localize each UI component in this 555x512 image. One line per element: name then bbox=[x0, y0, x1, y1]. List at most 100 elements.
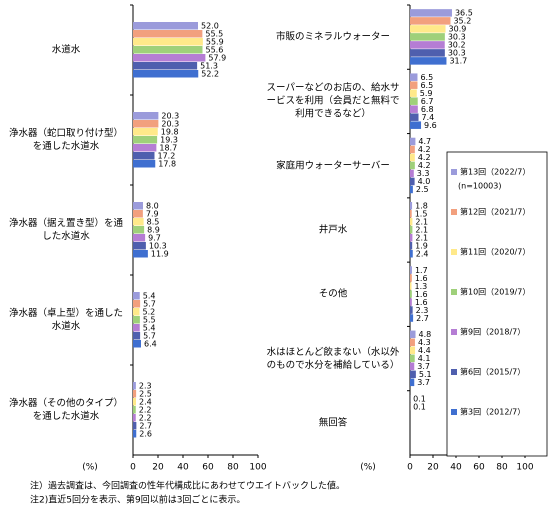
bar bbox=[133, 406, 136, 414]
category-label: 水はほとんど飲まない（水以外のもので水分を補給している） bbox=[266, 346, 400, 371]
bar bbox=[410, 73, 418, 81]
value-label: 6.4 bbox=[144, 340, 157, 349]
category-label: 無回答 bbox=[318, 417, 348, 429]
bar bbox=[133, 414, 136, 422]
bar bbox=[410, 177, 415, 186]
bar bbox=[410, 185, 413, 194]
value-label: 2.5 bbox=[416, 185, 429, 194]
value-label: 4.2 bbox=[418, 161, 431, 170]
bar bbox=[133, 120, 159, 128]
value-label: 5.4 bbox=[143, 292, 156, 301]
value-label: 4.2 bbox=[418, 153, 431, 162]
value-label: 4.1 bbox=[418, 354, 431, 363]
value-label: 2.3 bbox=[139, 382, 152, 391]
bar bbox=[133, 308, 140, 316]
value-label: 2.1 bbox=[415, 234, 428, 243]
legend-label: 第12回（2021/7） bbox=[460, 207, 530, 217]
value-label: 8.0 bbox=[146, 202, 159, 211]
value-label: 57.9 bbox=[208, 54, 226, 63]
value-label: 11.9 bbox=[151, 250, 169, 259]
value-label: 2.4 bbox=[139, 398, 152, 407]
value-label: 1.3 bbox=[414, 282, 427, 291]
bar bbox=[410, 338, 415, 347]
bar bbox=[133, 136, 158, 144]
x-tick-label: 40 bbox=[450, 463, 462, 473]
value-label: 2.1 bbox=[415, 226, 428, 235]
bar bbox=[133, 70, 199, 78]
category-label: 浄水器（据え置き型）を通した水道水 bbox=[8, 218, 123, 242]
bar bbox=[410, 266, 412, 274]
x-tick-label: 60 bbox=[202, 463, 214, 473]
bar bbox=[410, 226, 413, 234]
bar bbox=[133, 390, 137, 398]
bar bbox=[410, 242, 413, 250]
bar bbox=[410, 41, 445, 49]
bar bbox=[133, 430, 137, 438]
value-label: 2.7 bbox=[416, 314, 429, 323]
value-label: 8.9 bbox=[147, 226, 160, 235]
bar bbox=[410, 218, 413, 226]
bar bbox=[133, 38, 203, 46]
value-label: 5.5 bbox=[143, 316, 156, 325]
legend-swatch bbox=[451, 329, 457, 335]
bar bbox=[133, 152, 155, 160]
bar bbox=[410, 121, 422, 129]
value-label: 3.7 bbox=[417, 362, 430, 371]
value-label: 1.6 bbox=[415, 298, 428, 307]
category-label: 浄水器（その他のタイプ）を通した水道水 bbox=[8, 398, 123, 422]
bar bbox=[133, 382, 136, 390]
value-label: 2.2 bbox=[139, 406, 152, 415]
bar bbox=[410, 17, 451, 25]
bar bbox=[410, 250, 413, 258]
value-label: 6.5 bbox=[420, 73, 433, 82]
bar bbox=[410, 362, 415, 371]
bar bbox=[133, 54, 206, 62]
value-label: 5.9 bbox=[420, 89, 433, 98]
value-label: 0.1 bbox=[413, 402, 426, 411]
bar bbox=[410, 113, 419, 121]
value-label: 30.2 bbox=[448, 41, 466, 50]
value-label: 30.9 bbox=[449, 25, 467, 34]
value-label: 20.3 bbox=[161, 112, 179, 121]
legend-swatch bbox=[451, 289, 457, 295]
value-label: 3.3 bbox=[417, 169, 430, 178]
value-label: 20.3 bbox=[161, 120, 179, 129]
legend-note: (n=10003) bbox=[458, 182, 501, 191]
x-axis-label: (%) bbox=[82, 463, 98, 473]
value-label: 5.7 bbox=[143, 300, 156, 309]
bar bbox=[133, 398, 136, 406]
value-label: 2.5 bbox=[139, 390, 152, 399]
bar bbox=[410, 282, 412, 290]
legend-label: 第11回（2020/7） bbox=[460, 247, 530, 257]
bar bbox=[410, 354, 415, 363]
value-label: 1.7 bbox=[415, 266, 428, 275]
bar bbox=[410, 234, 413, 242]
legend-swatch bbox=[451, 369, 457, 375]
value-label: 6.5 bbox=[420, 81, 433, 90]
legend-swatch bbox=[451, 409, 457, 415]
bar bbox=[410, 298, 412, 306]
value-label: 52.0 bbox=[201, 22, 219, 31]
bar bbox=[133, 292, 140, 300]
value-label: 5.7 bbox=[143, 332, 156, 341]
bar bbox=[410, 137, 416, 146]
bar bbox=[410, 89, 417, 97]
value-label: 52.2 bbox=[201, 70, 219, 79]
bar bbox=[133, 128, 158, 136]
value-label: 3.7 bbox=[417, 378, 430, 387]
bar bbox=[410, 346, 416, 355]
bar bbox=[410, 330, 416, 339]
category-label: その他 bbox=[318, 288, 348, 300]
value-label: 51.3 bbox=[200, 62, 218, 71]
x-tick-label: 40 bbox=[177, 463, 189, 473]
value-label: 1.5 bbox=[415, 210, 428, 219]
x-tick-label: 80 bbox=[496, 463, 508, 473]
value-label: 35.2 bbox=[453, 17, 471, 26]
bar bbox=[410, 202, 413, 210]
value-label: 36.5 bbox=[455, 9, 473, 18]
legend-swatch bbox=[451, 169, 457, 175]
value-label: 4.2 bbox=[418, 145, 431, 154]
value-label: 19.8 bbox=[161, 128, 179, 137]
bar bbox=[133, 300, 141, 308]
